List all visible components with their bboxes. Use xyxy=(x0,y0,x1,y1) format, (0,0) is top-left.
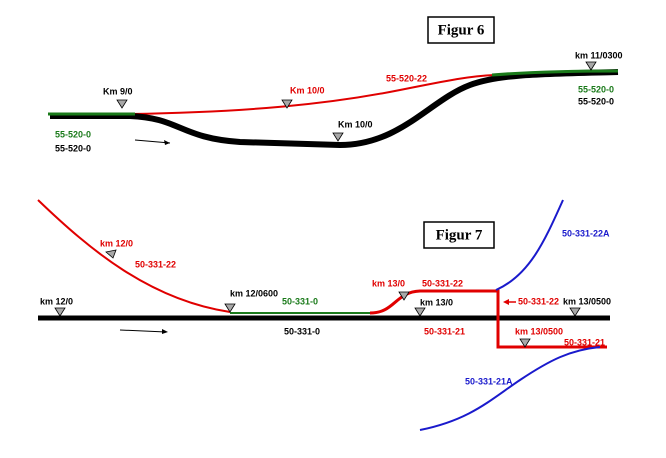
label: km 13/0500 xyxy=(563,296,611,306)
label: 50-331-22 xyxy=(422,278,463,288)
arrowhead xyxy=(164,140,170,145)
label: 50-331-0 xyxy=(282,296,318,306)
marker xyxy=(54,307,66,317)
label: Km 9/0 xyxy=(103,86,133,96)
label: 50-331-21A xyxy=(465,376,513,386)
figure-title: Figur 7 xyxy=(436,227,483,243)
label: 55-520-0 xyxy=(55,143,91,153)
label: 50-331-22A xyxy=(562,228,610,238)
track-green xyxy=(491,69,619,77)
marker xyxy=(332,132,344,142)
label: km 12/0 xyxy=(100,238,133,248)
label: 55-520-0 xyxy=(578,96,614,106)
label: 55-520-0 xyxy=(55,129,91,139)
marker xyxy=(569,307,581,317)
marker xyxy=(414,307,426,317)
track-black xyxy=(50,69,619,149)
marker xyxy=(519,338,531,348)
arrowhead xyxy=(503,299,509,305)
figure-title: Figur 6 xyxy=(438,22,485,38)
track-blue xyxy=(419,346,601,431)
marker xyxy=(281,99,293,109)
label: Km 10/0 xyxy=(338,119,373,129)
label: km 13/0 xyxy=(372,278,405,288)
track-red xyxy=(129,74,496,115)
arrowhead xyxy=(162,329,168,334)
label: 50-331-21 xyxy=(424,326,465,336)
label: Km 10/0 xyxy=(290,85,325,95)
title-box xyxy=(427,16,495,44)
title-box xyxy=(423,221,495,249)
label: 55-520-22 xyxy=(386,73,427,83)
marker xyxy=(585,61,597,71)
arrow xyxy=(134,139,171,144)
label: 55-520-0 xyxy=(578,84,614,94)
label: 50-331-22 xyxy=(135,259,176,269)
arrow xyxy=(119,329,167,333)
label: km 13/0500 xyxy=(515,326,563,336)
track-red xyxy=(37,199,231,313)
label: 50-331-0 xyxy=(284,326,320,336)
label: km 13/0 xyxy=(420,297,453,307)
track-blue xyxy=(495,199,564,291)
track-red xyxy=(369,289,607,349)
marker xyxy=(105,249,117,259)
marker xyxy=(224,303,236,313)
marker xyxy=(398,291,410,301)
label: 50-331-21 xyxy=(564,337,605,347)
marker xyxy=(116,99,128,109)
label: km 11/0300 xyxy=(575,50,623,60)
label: km 12/0 xyxy=(40,296,73,306)
label: km 12/0600 xyxy=(230,288,278,298)
label: 50-331-22 xyxy=(518,296,559,306)
